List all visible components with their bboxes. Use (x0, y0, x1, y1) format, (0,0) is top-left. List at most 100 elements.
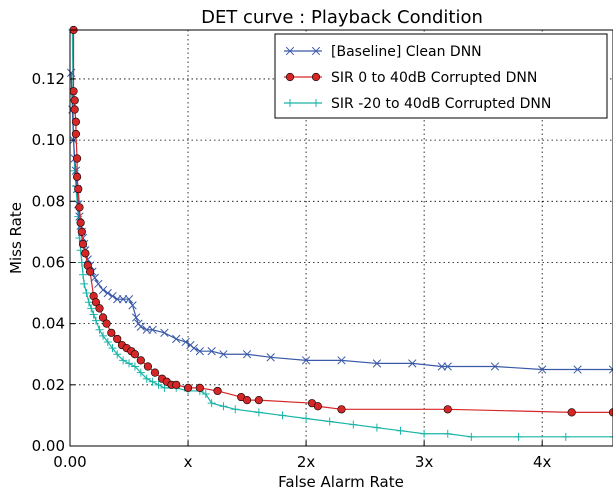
data-point (231, 405, 240, 414)
data-point (160, 328, 169, 337)
data-point (148, 325, 157, 334)
data-point (148, 377, 157, 386)
data-point (467, 432, 476, 441)
data-point (254, 408, 263, 417)
y-tick-label: 0.00 (32, 437, 65, 455)
data-point (76, 218, 85, 227)
data-point (396, 426, 405, 435)
data-point (131, 313, 141, 322)
data-point (118, 295, 128, 304)
data-point (420, 429, 429, 438)
data-point (119, 356, 128, 365)
data-point (70, 105, 79, 114)
data-point (103, 288, 112, 298)
data-point (74, 212, 83, 221)
x-tick-label: 4x (533, 453, 552, 471)
y-tick-label: 0.10 (32, 131, 65, 149)
legend-frame (274, 33, 608, 119)
x-tick-label: 0.00 (53, 453, 86, 471)
legend: [Baseline] Clean DNN SIR 0 to 40dB Corrup… (274, 33, 608, 119)
data-point (195, 383, 204, 392)
data-point (108, 344, 117, 353)
series-layer (67, 25, 613, 441)
data-point (85, 267, 95, 276)
ticks: 0.00 x 2x 3x 4x 0.00 0.02 0.04 0.06 0.08 0.10 0.12 (32, 70, 552, 471)
y-tick-label: 0.06 (32, 253, 65, 271)
data-point (160, 383, 169, 392)
data-point (87, 304, 96, 313)
data-point (84, 298, 93, 307)
data-point (514, 432, 523, 441)
data-point (325, 417, 334, 426)
legend-marker (286, 99, 294, 107)
legend-marker (285, 72, 295, 82)
data-point (302, 414, 311, 423)
data-point (102, 319, 111, 328)
series-2 (69, 25, 613, 417)
chart-title: DET curve : Playback Condition (201, 7, 483, 28)
x-axis-label: False Alarm Rate (278, 473, 404, 491)
data-point (74, 184, 83, 194)
data-point (207, 347, 216, 356)
data-point (125, 359, 134, 368)
data-point (172, 380, 181, 389)
data-point (72, 154, 82, 163)
data-point (219, 402, 228, 411)
data-point (91, 298, 101, 307)
data-point (136, 356, 145, 365)
data-point (181, 337, 190, 347)
data-point (372, 359, 382, 368)
data-point (78, 240, 88, 249)
legend-entry-label: SIR 0 to 40dB Corrupted DNN (331, 70, 537, 86)
data-point (72, 172, 82, 181)
data-point (201, 390, 210, 398)
data-point (143, 362, 153, 371)
data-point (538, 365, 547, 374)
y-tick-label: 0.02 (32, 376, 65, 394)
legend-marker (311, 72, 321, 82)
data-point (113, 350, 122, 359)
data-point (195, 347, 205, 356)
data-point (130, 362, 139, 371)
data-point (608, 365, 613, 374)
x-tick-label: 2x (297, 453, 316, 471)
data-point (142, 374, 151, 383)
data-point (94, 279, 103, 289)
data-point (95, 304, 104, 313)
data-point (337, 405, 346, 414)
data-point (313, 402, 322, 411)
data-point (242, 396, 252, 405)
data-point (99, 331, 108, 340)
data-point (113, 334, 122, 344)
data-point (69, 87, 78, 96)
legend-entry-label: [Baseline] Clean DNN (331, 44, 482, 60)
data-point (567, 408, 576, 417)
y-tick-label: 0.04 (32, 315, 65, 333)
data-point (337, 356, 346, 365)
data-point (490, 362, 500, 371)
legend-marker (312, 99, 320, 107)
data-point (81, 249, 90, 258)
plot-frame (69, 29, 613, 447)
data-point (80, 279, 89, 288)
data-point (71, 129, 81, 139)
data-point (108, 291, 117, 301)
data-point (103, 338, 112, 346)
data-point (443, 429, 452, 438)
data-point (278, 411, 287, 420)
data-point (142, 325, 151, 334)
data-point (443, 362, 452, 371)
data-point (70, 96, 79, 105)
legend-marker (285, 46, 295, 56)
data-point (609, 432, 613, 441)
data-point (77, 227, 86, 236)
data-point (91, 316, 100, 325)
data-point (98, 313, 108, 322)
data-point (136, 322, 145, 331)
data-point (128, 301, 137, 310)
data-point (75, 203, 84, 212)
data-point (573, 365, 582, 374)
data-point (189, 343, 199, 353)
legend-entry-label: SIR -20 to 40dB Corrupted DNN (331, 96, 551, 112)
